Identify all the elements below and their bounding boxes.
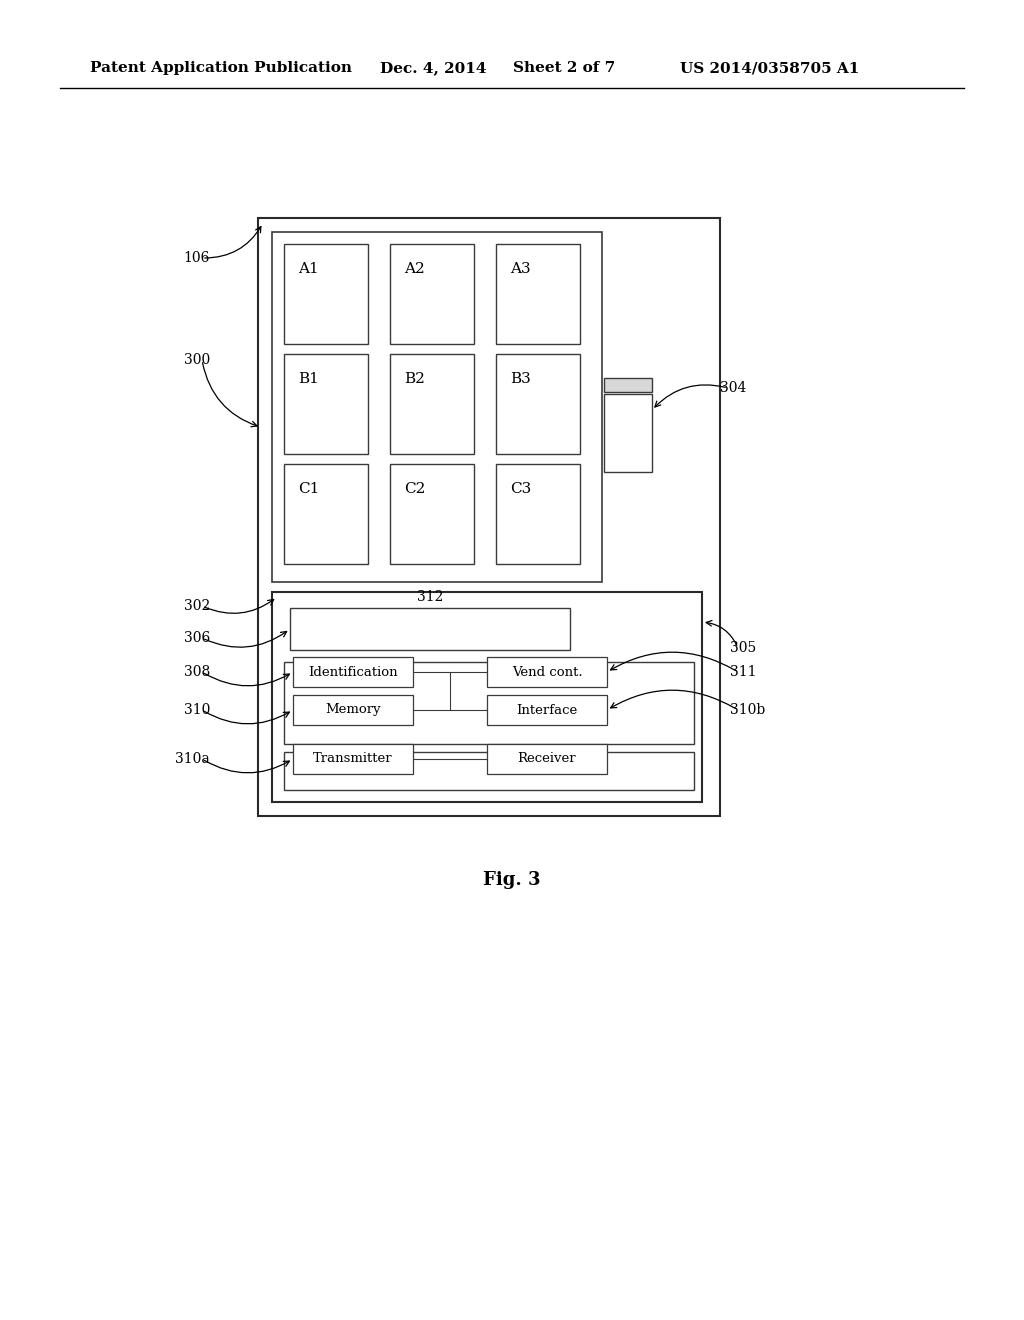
- Text: C2: C2: [404, 482, 425, 496]
- Text: C3: C3: [510, 482, 531, 496]
- Bar: [290, 609, 570, 649]
- Bar: [390, 244, 474, 345]
- Text: Vend cont.: Vend cont.: [512, 665, 583, 678]
- Text: 305: 305: [730, 642, 757, 655]
- Text: 311: 311: [730, 665, 757, 678]
- Text: Receiver: Receiver: [518, 752, 577, 766]
- Bar: [293, 657, 413, 686]
- Text: 310a: 310a: [175, 752, 210, 766]
- Bar: [487, 744, 607, 774]
- Text: 300: 300: [183, 352, 210, 367]
- Text: Fig. 3: Fig. 3: [483, 871, 541, 888]
- Text: Memory: Memory: [326, 704, 381, 717]
- Bar: [284, 244, 368, 345]
- Bar: [487, 657, 607, 686]
- Bar: [272, 232, 602, 582]
- Text: US 2014/0358705 A1: US 2014/0358705 A1: [680, 61, 859, 75]
- Bar: [487, 696, 607, 725]
- Bar: [496, 244, 580, 345]
- Text: 310: 310: [183, 704, 210, 717]
- Bar: [258, 218, 720, 816]
- Text: A3: A3: [510, 261, 530, 276]
- Bar: [284, 752, 694, 789]
- Bar: [604, 393, 652, 473]
- Text: B1: B1: [298, 372, 318, 385]
- Text: Dec. 4, 2014: Dec. 4, 2014: [380, 61, 486, 75]
- Bar: [390, 465, 474, 564]
- Text: Interface: Interface: [516, 704, 578, 717]
- Bar: [496, 354, 580, 454]
- Text: B3: B3: [510, 372, 530, 385]
- Bar: [284, 465, 368, 564]
- Text: Identification: Identification: [308, 665, 397, 678]
- Text: 308: 308: [183, 665, 210, 678]
- Text: Transmitter: Transmitter: [313, 752, 393, 766]
- Bar: [496, 465, 580, 564]
- Bar: [293, 744, 413, 774]
- Bar: [604, 378, 652, 392]
- Bar: [284, 663, 694, 744]
- Bar: [390, 354, 474, 454]
- Text: B2: B2: [404, 372, 425, 385]
- Bar: [272, 591, 702, 803]
- Text: Patent Application Publication: Patent Application Publication: [90, 61, 352, 75]
- Text: 312: 312: [417, 590, 443, 605]
- Text: C1: C1: [298, 482, 319, 496]
- Text: 302: 302: [183, 599, 210, 612]
- Text: 310b: 310b: [730, 704, 765, 717]
- Text: A1: A1: [298, 261, 318, 276]
- Text: A2: A2: [404, 261, 425, 276]
- Text: 106: 106: [183, 251, 210, 265]
- Text: Sheet 2 of 7: Sheet 2 of 7: [513, 61, 615, 75]
- Text: 306: 306: [183, 631, 210, 645]
- Text: 304: 304: [720, 381, 746, 395]
- Bar: [293, 696, 413, 725]
- Bar: [284, 354, 368, 454]
